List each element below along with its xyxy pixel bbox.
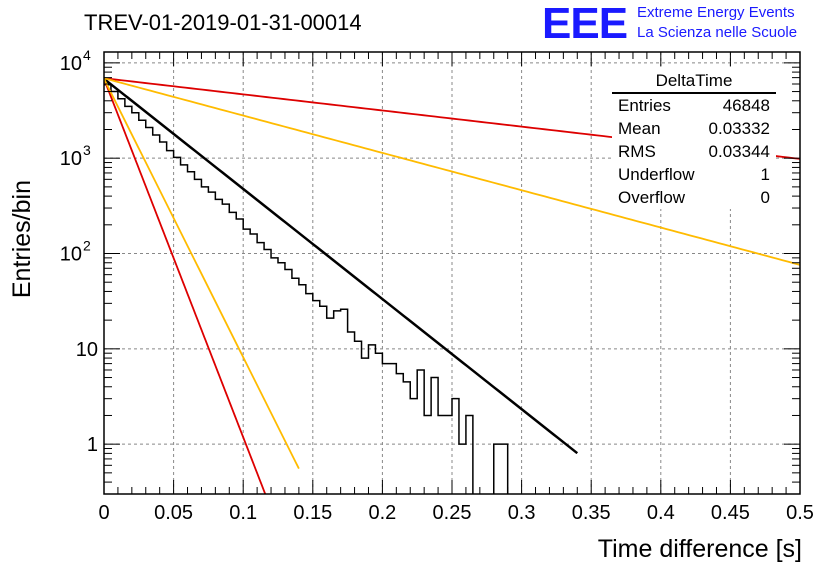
logo-caption-line2: La Scienza nelle Scuole	[637, 24, 798, 41]
stats-row: RMS 0.03344	[612, 140, 776, 163]
stats-value: 46848	[722, 96, 770, 115]
x-tick-label: 0.45	[711, 502, 750, 524]
stats-value: 0	[760, 188, 770, 207]
stats-row: Entries 46848	[612, 94, 776, 117]
y-tick-exponent: 4	[83, 47, 91, 63]
x-tick-label: 0.4	[647, 502, 675, 524]
x-tick-label: 0.3	[508, 502, 536, 524]
y-tick-label: 10	[60, 148, 82, 170]
stats-value: 1	[760, 165, 770, 184]
x-tick-label: 0.15	[293, 502, 332, 524]
stats-row: Mean 0.03332	[612, 117, 776, 140]
eee-logo: EEE	[542, 0, 628, 48]
fit-curve	[104, 77, 800, 266]
stats-box: DeltaTime Entries 46848 Mean 0.03332 RMS 0.…	[612, 70, 776, 209]
y-tick-exponent: 3	[83, 142, 91, 158]
stats-label: Mean	[618, 119, 661, 138]
x-tick-label: 0.5	[786, 502, 814, 524]
histogram-outline	[104, 83, 509, 494]
x-tick-label: 0	[98, 502, 109, 524]
y-tick-exponent: 2	[83, 238, 91, 254]
x-tick-label: 0.1	[229, 502, 257, 524]
stats-name: DeltaTime	[612, 70, 776, 94]
plot-title: TREV-01-2019-01-31-00014	[84, 10, 362, 35]
x-tick-label: 0.35	[572, 502, 611, 524]
fit-curve	[104, 78, 300, 469]
y-tick-label: 1	[87, 434, 98, 456]
x-axis-label: Time difference [s]	[597, 535, 802, 563]
stats-row: Underflow 1	[612, 163, 776, 186]
stats-label: Underflow	[618, 165, 695, 184]
stats-value: 0.03344	[708, 142, 770, 161]
y-tick-label: 10	[60, 53, 82, 75]
y-tick-label: 10	[60, 244, 82, 266]
logo-caption-line1: Extreme Energy Events	[637, 4, 795, 21]
stats-label: Overflow	[618, 188, 686, 207]
fit-curve	[104, 78, 267, 494]
stats-label: Entries	[618, 96, 671, 115]
stats-label: RMS	[618, 142, 656, 161]
stats-row: Overflow 0	[612, 186, 776, 209]
y-tick-label: 10	[76, 339, 98, 361]
stats-value: 0.03332	[708, 119, 770, 138]
x-tick-label: 0.25	[433, 502, 472, 524]
x-tick-label: 0.05	[154, 502, 193, 524]
fit-curve	[104, 77, 579, 455]
x-tick-label: 0.2	[368, 502, 396, 524]
y-axis-label: Entries/bin	[8, 180, 36, 299]
